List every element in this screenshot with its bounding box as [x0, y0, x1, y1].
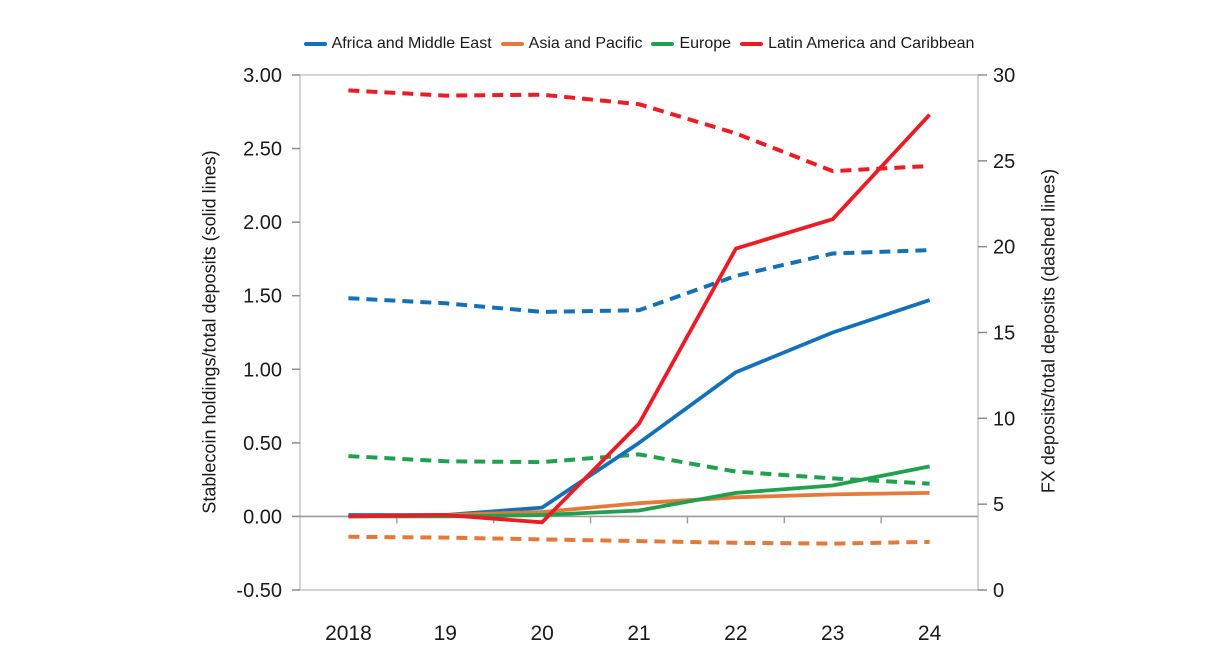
legend-item-latin-america-and-caribbean: Latin America and Caribbean — [740, 35, 974, 53]
left-axis-tick-label: -0.50 — [236, 580, 282, 602]
right-axis-tick-label: 15 — [993, 323, 1015, 345]
legend-line-icon — [500, 42, 524, 46]
plot-border — [299, 74, 979, 591]
x-axis-tick-label: 2018 — [325, 622, 372, 645]
legend-item-africa-and-middle-east: Africa and Middle East — [303, 35, 492, 53]
left-axis-tick-label: 1.50 — [243, 286, 282, 308]
right-axis-tick-label: 5 — [993, 494, 1004, 516]
legend-label: Latin America and Caribbean — [768, 35, 975, 52]
series-line-dashed-europe — [348, 452, 930, 486]
x-axis-tick-label: 19 — [434, 622, 457, 645]
legend-label: Europe — [679, 35, 732, 52]
x-axis-tick-label: 23 — [821, 622, 844, 645]
legend-item-europe: Europe — [651, 35, 731, 53]
legend: Africa and Middle East Asia and Pacific Eu… — [300, 33, 978, 55]
legend-label: Asia and Pacific — [528, 35, 643, 52]
right-axis-tick-label: 30 — [993, 65, 1015, 87]
left-axis-tick-label: 1.00 — [243, 359, 282, 381]
left-axis-tick-label: 3.00 — [243, 65, 282, 87]
left-axis-tick-label: 2.00 — [243, 212, 282, 234]
series-line-dashed-asia-and-pacific — [348, 534, 930, 546]
left-axis-tick-label: 0.00 — [243, 506, 282, 528]
legend-line-icon — [740, 42, 764, 46]
legend-line-icon — [651, 42, 675, 46]
legend-label: Africa and Middle East — [331, 35, 492, 52]
x-axis-tick-label: 22 — [724, 622, 747, 645]
series-line-solid-europe — [348, 464, 930, 519]
right-axis-tick-label: 0 — [993, 580, 1004, 602]
right-axis-tick-label: 10 — [993, 408, 1015, 430]
legend-line-icon — [303, 42, 327, 46]
series-line-solid-asia-and-pacific — [348, 491, 930, 519]
series-line-dashed-latin-america-and-caribbean — [348, 88, 930, 174]
series-line-dashed-africa-and-middle-east — [348, 248, 930, 314]
right-axis-tick-label: 25 — [993, 151, 1015, 173]
x-axis-tick-label: 20 — [530, 622, 553, 645]
right-axis-tick-label: 20 — [993, 237, 1015, 259]
x-axis-tick-label: 24 — [918, 622, 942, 645]
series-line-solid-latin-america-and-caribbean — [348, 113, 931, 525]
x-axis-tick-label: 21 — [627, 622, 650, 645]
legend-item-asia-and-pacific: Asia and Pacific — [500, 35, 643, 53]
left-axis-tick-label: 0.50 — [243, 433, 282, 455]
left-axis-tick-label: 2.50 — [243, 139, 282, 161]
